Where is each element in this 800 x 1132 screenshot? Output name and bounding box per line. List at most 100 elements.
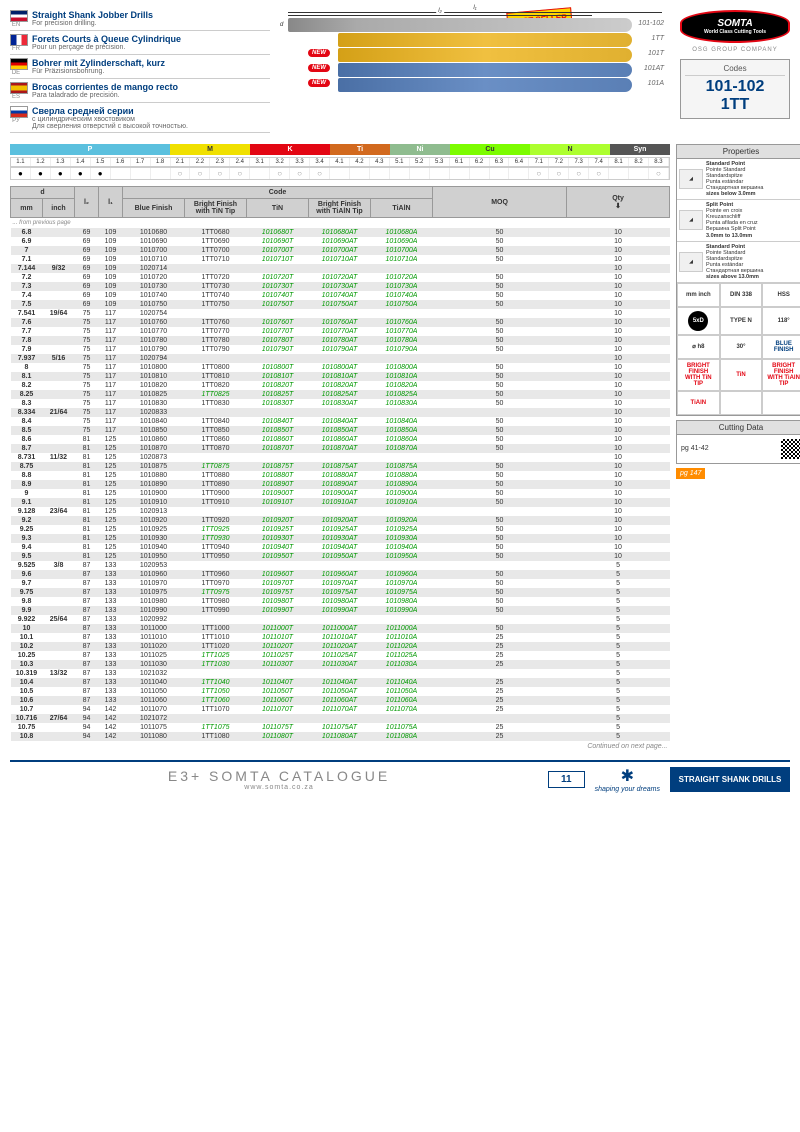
table-row: 10.18713310110101TT10101011010T1011010AT… (11, 633, 670, 642)
table-cell: 7.7 (11, 327, 43, 336)
table-cell: 87 (75, 651, 99, 660)
table-cell: 1011070T (247, 705, 309, 714)
table-cell: 10 (567, 237, 670, 246)
table-cell: 109 (99, 273, 123, 282)
table-cell: 25 (433, 705, 567, 714)
table-cell: 1010910A (371, 498, 433, 507)
table-cell: 1011050AT (309, 687, 371, 696)
table-cell (371, 714, 433, 723)
table-cell: 6.9 (11, 237, 43, 246)
table-cell: 1011075A (371, 723, 433, 732)
table-cell (43, 426, 75, 435)
table-cell: 1TT0700 (185, 246, 247, 255)
table-cell (43, 471, 75, 480)
table-cell: 1011040A (371, 678, 433, 687)
table-cell: 1010820A (371, 381, 433, 390)
table-cell (43, 642, 75, 651)
table-cell: 10 (567, 498, 670, 507)
table-cell: 1010990 (123, 606, 185, 615)
material-number: 5.1 (390, 158, 410, 166)
table-cell (43, 444, 75, 453)
table-cell: 8.25 (11, 390, 43, 399)
table-cell (433, 714, 567, 723)
table-cell: 87 (75, 660, 99, 669)
table-cell (43, 255, 75, 264)
table-cell: 1011020AT (309, 642, 371, 651)
table-cell (185, 507, 247, 516)
table-cell: 1010860T (247, 435, 309, 444)
table-cell: 1011060AT (309, 696, 371, 705)
table-cell: 133 (99, 678, 123, 687)
table-row: 9.78713310109701TT09701010970T1010970AT1… (11, 579, 670, 588)
table-cell: 50 (433, 543, 567, 552)
table-row: 76910910107001TT07001010700T1010700AT101… (11, 246, 670, 255)
flag-icon (10, 58, 28, 70)
table-cell (43, 696, 75, 705)
table-cell: 94 (75, 705, 99, 714)
table-cell: 50 (433, 282, 567, 291)
table-cell: 1010800 (123, 363, 185, 372)
material-number: 7.4 (589, 158, 609, 166)
material-number: 5.3 (430, 158, 450, 166)
table-cell (43, 588, 75, 597)
table-cell: 5 (567, 561, 670, 570)
table-cell: 87 (75, 678, 99, 687)
table-cell: 1TT0680 (185, 228, 247, 237)
spec-cell: TiAlN (677, 391, 720, 415)
table-cell: 94 (75, 732, 99, 741)
table-cell: 1010690AT (309, 237, 371, 246)
material-dot: ● (11, 168, 31, 179)
material-number: 2.3 (210, 158, 230, 166)
table-cell: 1010740AT (309, 291, 371, 300)
material-number: 1.2 (31, 158, 51, 166)
table-row: 7.1449/3269109102071410 (11, 264, 670, 273)
table-row: 9.68713310109601TT09601010960T1010960AT1… (11, 570, 670, 579)
table-cell: 1011025 (123, 651, 185, 660)
material-bar: PMKTiNiCuNSyn (10, 144, 670, 155)
table-cell: 1010760AT (309, 318, 371, 327)
table-cell: 1010980 (123, 597, 185, 606)
material-dot: ● (71, 168, 91, 179)
table-cell: 8 (11, 363, 43, 372)
table-cell: 1TT0770 (185, 327, 247, 336)
table-cell: 1011020 (123, 642, 185, 651)
spec-cell: BRIGHT FINISH WITH TiAlN TIP (762, 359, 800, 391)
page-link[interactable]: pg 147 (676, 468, 705, 479)
material-number: 4.1 (330, 158, 350, 166)
material-dot (629, 168, 649, 179)
table-cell (43, 570, 75, 579)
table-cell: 10 (567, 417, 670, 426)
material-group: M (170, 144, 250, 155)
table-cell: 1010890 (123, 480, 185, 489)
table-row: 10.89414210110801TT10801011080T1011080AT… (11, 732, 670, 741)
table-cell: 1TT0840 (185, 417, 247, 426)
table-cell: 7.5 (11, 300, 43, 309)
table-cell: 50 (433, 336, 567, 345)
table-cell: 1010825AT (309, 390, 371, 399)
material-number: 8.2 (629, 158, 649, 166)
table-cell (185, 615, 247, 624)
table-cell: 1TT0900 (185, 489, 247, 498)
table-cell: 50 (433, 435, 567, 444)
table-cell: 10 (567, 390, 670, 399)
material-numbers: 1.11.21.31.41.51.61.71.82.12.22.32.43.13… (10, 157, 670, 167)
table-cell: 1010960AT (309, 570, 371, 579)
table-cell (43, 579, 75, 588)
table-cell: 8.2 (11, 381, 43, 390)
table-cell (309, 507, 371, 516)
table-cell (43, 606, 75, 615)
table-cell: 117 (99, 309, 123, 318)
table-cell: 1TT1080 (185, 732, 247, 741)
table-cell: 1010940T (247, 543, 309, 552)
table-cell: 10 (567, 309, 670, 318)
table-cell: 1TT0740 (185, 291, 247, 300)
table-cell (43, 687, 75, 696)
table-row: 7.26910910107201TT07201010720T1010720AT1… (11, 273, 670, 282)
table-cell: 1010910AT (309, 498, 371, 507)
code-value: 101-102 (685, 78, 785, 96)
table-cell: 1010875 (123, 462, 185, 471)
table-cell: 117 (99, 417, 123, 426)
table-cell: 1010860 (123, 435, 185, 444)
table-cell: 87 (75, 633, 99, 642)
table-row: 9.88713310109801TT09801010980T1010980AT1… (11, 597, 670, 606)
